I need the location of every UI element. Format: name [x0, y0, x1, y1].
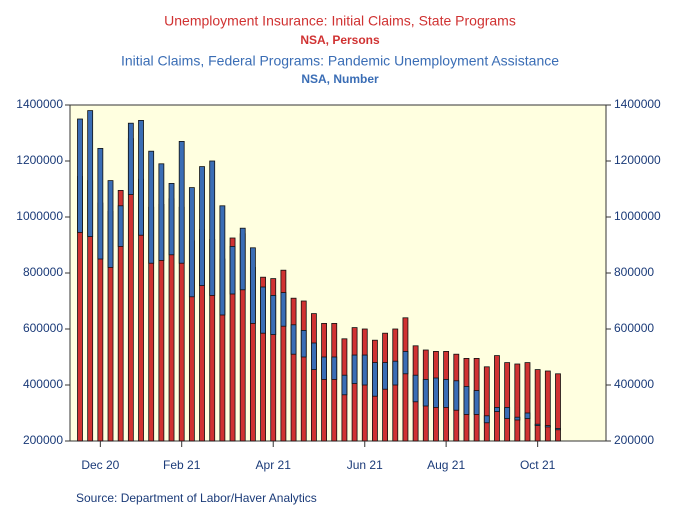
source: Source: Department of Labor/Haver Analyt…: [76, 491, 317, 505]
bar-segment: [331, 356, 338, 380]
bar-segment: [321, 322, 327, 442]
y-tick-label: 400000: [23, 377, 63, 391]
y2-tick-label: 600000: [614, 321, 654, 335]
bar-segment: [290, 324, 297, 355]
bar-segment: [402, 317, 409, 442]
bar-segment: [239, 227, 246, 291]
bar-segment: [87, 110, 94, 237]
y2-tick-label: 800000: [614, 265, 654, 279]
bar-segment: [117, 189, 124, 442]
bar-segment: [77, 118, 83, 233]
bar-segment: [148, 150, 155, 264]
bar-segment: [494, 355, 500, 442]
bar-segment: [270, 294, 277, 335]
bar-segment: [300, 300, 307, 442]
bar-segment: [443, 378, 450, 408]
y2-tick-label: 1400000: [614, 97, 661, 111]
bar-segment: [229, 237, 236, 442]
bar-segment: [555, 427, 561, 431]
units-federal: NSA, Number: [301, 72, 379, 86]
y2-tick-label: 200000: [614, 433, 654, 447]
y-tick-label: 1000000: [16, 209, 63, 223]
bar-segment: [412, 374, 419, 403]
bar-segment: [544, 425, 551, 428]
bar-segment: [290, 297, 297, 442]
title-federal: Initial Claims, Federal Programs: Pandem…: [121, 53, 559, 69]
bar-segment: [117, 205, 124, 247]
bar-segment: [504, 362, 511, 442]
bar-segment: [219, 205, 226, 316]
bar-segment: [433, 377, 439, 408]
y2-tick-label: 1000000: [614, 209, 661, 223]
bar-segment: [361, 354, 368, 386]
units-state: NSA, Persons: [300, 33, 380, 47]
bar-segment: [392, 360, 399, 386]
bar-segment: [453, 380, 460, 411]
bar-segment: [534, 423, 541, 427]
bar-segment: [544, 370, 551, 442]
bar-segment: [372, 362, 378, 397]
bar-segment: [514, 416, 521, 421]
x-tick-label: Feb 21: [163, 458, 201, 472]
x-tick-label: Jun 21: [347, 458, 383, 472]
y2-tick-label: 400000: [614, 377, 654, 391]
bar-segment: [473, 390, 480, 415]
bar-segment: [321, 356, 327, 380]
bar-segment: [311, 313, 317, 442]
bar-segment: [138, 120, 144, 236]
bar-segment: [331, 322, 338, 442]
bar-segment: [382, 362, 389, 390]
bar-segment: [249, 247, 256, 324]
bar-segment: [504, 406, 511, 419]
bar-segment: [524, 412, 531, 419]
bar-segment: [422, 378, 429, 407]
bar-segment: [209, 160, 216, 296]
bar-segment: [534, 369, 541, 442]
bar-segment: [127, 122, 134, 195]
bar-segment: [260, 276, 266, 442]
bar-segment: [229, 245, 236, 295]
bar-segment: [524, 362, 531, 442]
bar-segment: [311, 342, 317, 371]
bar-segment: [97, 147, 104, 260]
x-tick-label: Dec 20: [81, 458, 119, 472]
bar-segment: [199, 166, 205, 287]
bar-segment: [178, 140, 185, 264]
y-tick-label: 600000: [23, 321, 63, 335]
y2-tick-label: 1200000: [614, 153, 661, 167]
y-tick-label: 1400000: [16, 97, 63, 111]
bar-segment: [402, 350, 409, 375]
bar-segment: [188, 187, 195, 298]
x-tick-label: Aug 21: [427, 458, 465, 472]
bar-segment: [514, 363, 521, 442]
bar-segment: [483, 415, 490, 424]
bar-segment: [280, 292, 287, 327]
bar-segment: [483, 366, 490, 442]
bar-segment: [341, 374, 348, 396]
y-tick-label: 800000: [23, 265, 63, 279]
x-tick-label: Oct 21: [520, 458, 556, 472]
bar-segment: [300, 329, 307, 358]
bar-segment: [158, 163, 165, 261]
bar-segment: [494, 406, 500, 412]
y-tick-label: 1200000: [16, 153, 63, 167]
bar-segment: [260, 286, 266, 334]
bar-segment: [168, 182, 175, 256]
bar-segment: [555, 373, 561, 442]
title-state: Unemployment Insurance: Initial Claims, …: [164, 13, 516, 29]
x-tick-label: Apr 21: [256, 458, 292, 472]
bar-segment: [107, 180, 114, 268]
bar-segment: [280, 269, 287, 442]
bar-segment: [463, 385, 470, 415]
y-tick-label: 200000: [23, 433, 63, 447]
bar-segment: [351, 327, 358, 442]
bar-segment: [351, 354, 358, 385]
